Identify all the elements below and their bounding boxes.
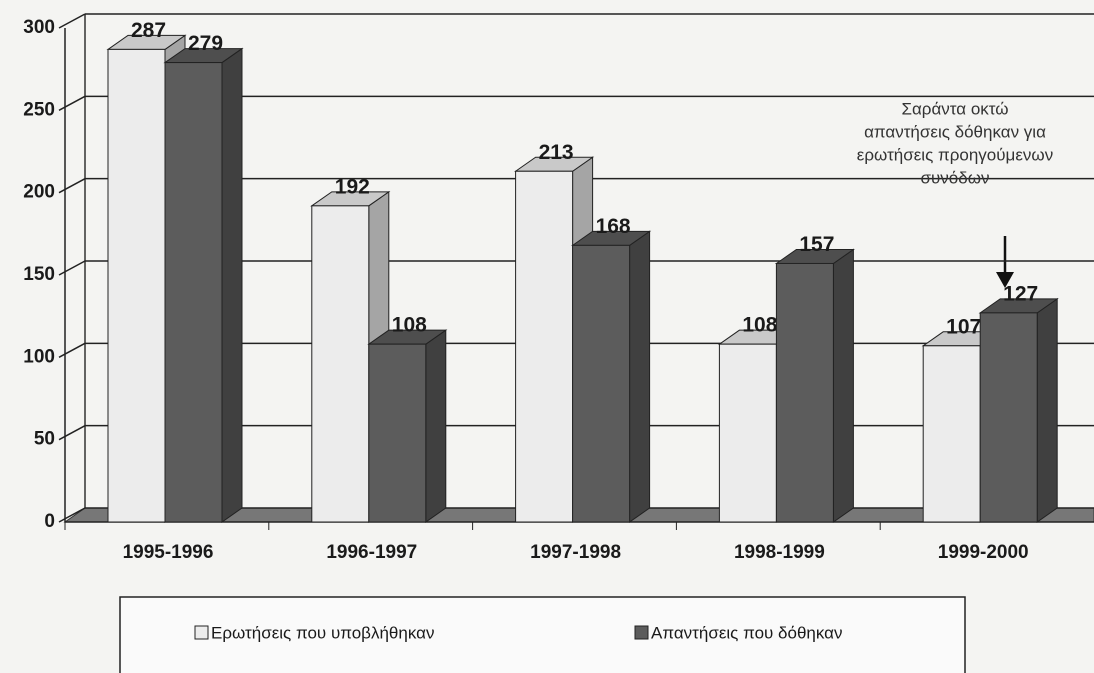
annotation: απαντήσεις δόθηκαν για: [864, 122, 1046, 141]
tick-mark: [58, 178, 86, 194]
data-label: 108: [742, 314, 777, 337]
data-label: 127: [1003, 282, 1038, 305]
y-tick-label: 250: [23, 99, 55, 120]
y-tick-label: 150: [23, 264, 55, 285]
tick-mark: [58, 507, 86, 523]
tick-mark: [58, 342, 86, 358]
data-label: 108: [392, 314, 427, 337]
tick-mark: [58, 260, 86, 276]
data-label: 168: [596, 215, 631, 238]
bar-side: [832, 248, 854, 523]
x-tick-label: 1996-1997: [326, 542, 417, 563]
tick-mark: [58, 13, 86, 29]
data-label: 287: [131, 19, 166, 42]
y-tick-label: 200: [23, 182, 55, 203]
bar-side: [629, 230, 651, 523]
x-tick-label: 1999-2000: [938, 542, 1029, 563]
annotation-arrowhead: [996, 272, 1014, 288]
bar-side: [425, 329, 447, 523]
tick-mark: [58, 95, 86, 111]
legend-swatch: [634, 625, 649, 640]
bar: [572, 244, 631, 523]
bar: [718, 343, 777, 523]
y-tick-label: 100: [23, 346, 55, 367]
x-tick-label: 1998-1999: [734, 542, 825, 563]
bar: [775, 262, 834, 523]
data-label: 213: [539, 141, 574, 164]
x-tick-label: 1997-1998: [530, 542, 621, 563]
x-tick-label: 1995-1996: [123, 542, 214, 563]
legend-label: Ερωτήσεις που υποβλήθηκαν: [211, 623, 434, 642]
bar: [922, 345, 981, 523]
legend-swatch: [194, 625, 209, 640]
bar-side: [221, 47, 243, 523]
tick-mark: [58, 425, 86, 441]
y-tick-label: 300: [23, 17, 55, 38]
legend-label: Απαντήσεις που δόθηκαν: [651, 623, 843, 642]
y-tick-label: 50: [34, 429, 55, 450]
annotation: Σαράντα οκτώ: [901, 99, 1008, 118]
legend-box: [119, 596, 966, 673]
annotation: συνόδων: [921, 168, 990, 187]
bar: [311, 205, 370, 523]
annotation: ερωτήσεις προηγούμενων: [857, 145, 1053, 164]
data-label: 107: [946, 315, 981, 338]
bar: [368, 343, 427, 523]
bar: [979, 312, 1038, 523]
y-tick-label: 0: [44, 511, 55, 532]
bar: [164, 62, 223, 523]
data-label: 157: [799, 233, 834, 256]
bar-side: [1036, 297, 1058, 523]
bar: [515, 170, 574, 523]
data-label: 279: [188, 32, 223, 55]
data-label: 192: [335, 175, 370, 198]
bar: [107, 48, 166, 523]
